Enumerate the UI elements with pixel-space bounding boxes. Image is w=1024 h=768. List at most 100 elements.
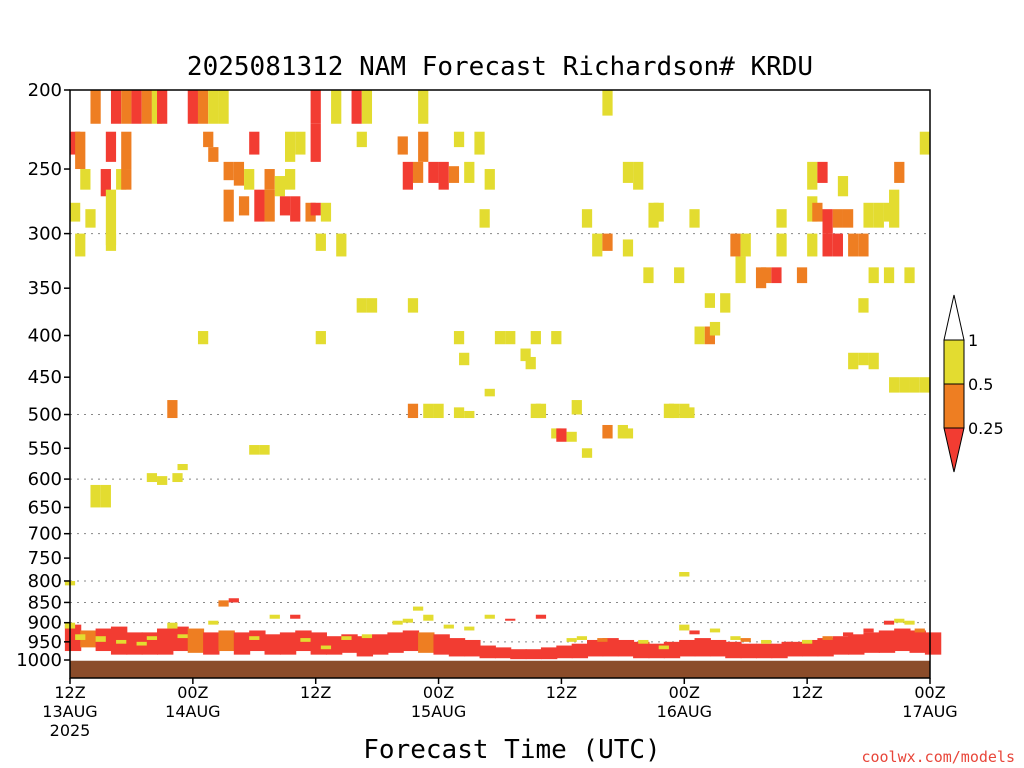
ri-cell-pbl [802, 639, 813, 644]
ri-cell [904, 267, 915, 284]
x-axis-label: Forecast Time (UTC) [363, 735, 660, 765]
ri-cell-boundary [418, 632, 435, 653]
y-tick-label: 600 [28, 469, 62, 490]
ri-cell-boundary [802, 639, 819, 657]
ri-cell [177, 464, 188, 471]
ri-cell-boundary [310, 632, 327, 655]
x-tick-label: 17AUG [902, 702, 957, 721]
ri-cell [402, 161, 413, 190]
credit-link[interactable]: coolwx.com/models [861, 748, 1015, 766]
ri-cell [208, 90, 219, 124]
ri-cell [131, 90, 142, 124]
x-tick-label: 15AUG [411, 702, 466, 721]
ri-cell-boundary [448, 638, 466, 657]
ri-cell [720, 293, 731, 313]
x-tick-label: 12Z [300, 683, 331, 702]
ri-cell [822, 233, 833, 257]
y-tick-label: 1000 [16, 650, 62, 671]
ri-cell [889, 189, 900, 228]
ri-cell [807, 161, 818, 190]
ri-cell [464, 410, 475, 419]
ri-cell [771, 267, 782, 284]
ri-cell-pbl [761, 639, 772, 644]
ri-cell-boundary [694, 638, 711, 657]
ri-cell-pbl [904, 620, 915, 625]
ri-cell [535, 403, 547, 419]
colorbar-legend: 1 0.5 0.25 [943, 294, 1004, 473]
x-tick-label: 12Z [791, 683, 822, 702]
ri-cell-pbl [781, 641, 792, 645]
colorbar-top-arrow [943, 294, 965, 341]
ri-cell-boundary [679, 639, 696, 657]
ri-cell-boundary [433, 634, 450, 655]
colorbar-label: 1 [968, 331, 978, 350]
ri-cell-boundary [817, 638, 834, 657]
ri-cell [909, 377, 920, 393]
ri-cell-pbl [167, 622, 178, 629]
ri-cell-pbl [597, 638, 608, 642]
ri-cell [812, 202, 823, 222]
ri-cell [704, 293, 715, 308]
ri-cell [208, 147, 219, 162]
ri-cell [858, 298, 869, 313]
ri-cell [730, 233, 741, 257]
ri-cell [356, 298, 367, 313]
ri-cell [428, 161, 439, 183]
y-tick-label: 700 [28, 524, 62, 545]
x-tick-label: 16AUG [657, 702, 712, 721]
ri-cell [310, 90, 321, 124]
ri-cell [70, 202, 81, 222]
ri-cell [520, 348, 531, 362]
ri-cell-boundary [249, 630, 266, 652]
ri-cell [807, 233, 818, 257]
ri-cell [479, 209, 490, 228]
ri-cell-boundary [203, 632, 220, 655]
ri-cell-boundary [894, 628, 911, 652]
ri-cell [679, 572, 690, 577]
ri-cell [187, 90, 198, 124]
ri-cell [157, 476, 168, 485]
ri-cell-boundary [264, 634, 281, 655]
ri-cell [75, 131, 86, 170]
ri-cell [842, 209, 854, 228]
ri-cell [356, 131, 367, 148]
ri-cell [919, 377, 930, 393]
ri-cell-pbl [576, 636, 588, 640]
ri-cell [285, 169, 296, 190]
ri-cell [674, 267, 685, 284]
ri-cell [320, 202, 332, 222]
ri-cell-pbl [392, 620, 403, 625]
ri-cell-pbl [95, 636, 106, 642]
y-tick-label: 650 [28, 497, 62, 518]
ri-cell [105, 233, 117, 251]
ri-cell [848, 233, 859, 257]
y-tick-label: 450 [28, 367, 62, 388]
ri-cell [100, 169, 111, 197]
ri-cell [418, 90, 429, 124]
ri-cell-boundary [740, 643, 757, 659]
ri-cell [602, 90, 613, 116]
ri-cell [141, 90, 152, 124]
ri-cell-pbl [638, 639, 649, 644]
ri-cell [290, 196, 301, 222]
ri-cell-pbl [320, 645, 332, 650]
ri-cell-boundary [464, 639, 481, 657]
ri-cell [412, 161, 424, 183]
ri-cell-boundary [848, 634, 865, 655]
ri-cell [689, 209, 700, 228]
ri-cell-boundary [325, 636, 343, 655]
y-tick-label: 950 [28, 632, 62, 653]
ri-cell [315, 233, 326, 251]
ri-cell-pbl [464, 626, 475, 631]
ri-cell-boundary [663, 641, 681, 659]
ri-cell [858, 352, 869, 366]
x-tick-label: 14AUG [165, 702, 220, 721]
ri-cell [233, 161, 245, 186]
ri-cell-pbl [443, 624, 454, 629]
ri-cell [121, 90, 132, 124]
ri-cell [85, 209, 96, 228]
ri-cell-pbl [863, 628, 874, 633]
ri-cell-pbl [412, 606, 424, 611]
